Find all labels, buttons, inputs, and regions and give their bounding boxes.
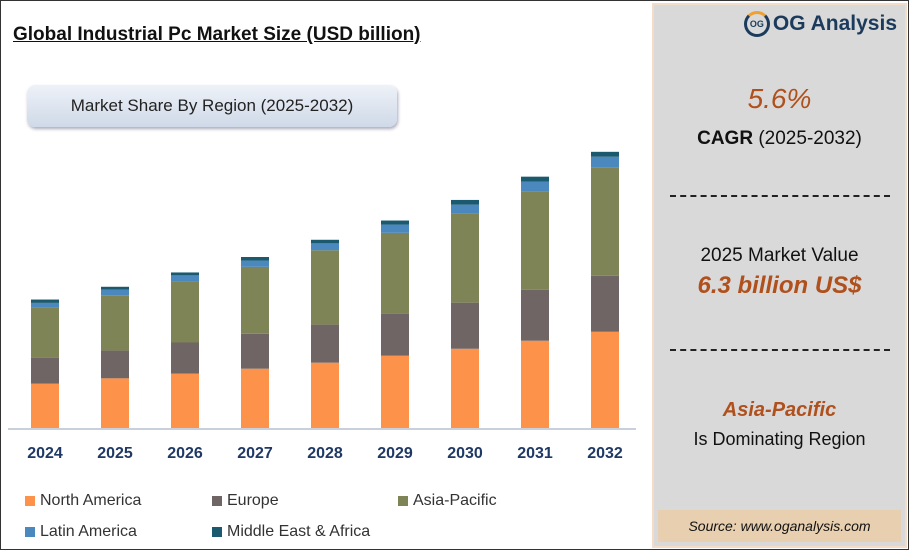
- x-tick-label: 2030: [447, 445, 483, 462]
- dominating-region-label: Is Dominating Region: [693, 429, 866, 449]
- dominating-region: Asia-Pacific: [722, 399, 837, 421]
- legend-swatch: [398, 496, 408, 506]
- chart-title: Global Industrial Pc Market Size (USD bi…: [13, 24, 421, 45]
- bar-segment-europe-2032: [591, 275, 619, 332]
- bar-segment-asia-pacific-2032: [591, 167, 619, 276]
- bar-segment-middle-east-africa-2027: [241, 257, 269, 261]
- legend-item: North America: [25, 492, 141, 510]
- bar-segment-north-america-2031: [521, 340, 549, 428]
- legend-item: Middle East & Africa: [212, 523, 370, 541]
- chart-subtitle: Market Share By Region (2025-2032): [27, 85, 397, 127]
- bar-segment-latin-america-2032: [591, 156, 619, 168]
- x-tick-label: 2025: [97, 445, 133, 462]
- market-value-label: 2025 Market Value: [700, 245, 859, 266]
- bar-segment-north-america-2025: [101, 378, 129, 428]
- bar-segment-north-america-2026: [171, 373, 199, 428]
- cagr-label: CAGR (2025-2032): [654, 128, 905, 150]
- x-tick-label: 2028: [307, 445, 343, 462]
- cagr-period: (2025-2032): [758, 128, 862, 149]
- bar-segment-latin-america-2024: [31, 302, 59, 308]
- legend-label: Asia-Pacific: [413, 492, 497, 509]
- x-tick-label: 2029: [377, 445, 413, 462]
- legend-label: Europe: [227, 492, 279, 509]
- bar-segment-north-america-2024: [31, 383, 59, 428]
- legend-item: Asia-Pacific: [398, 492, 497, 510]
- legend-item: Europe: [212, 492, 279, 510]
- bar-segment-middle-east-africa-2024: [31, 299, 59, 303]
- bar-segment-latin-america-2028: [311, 243, 339, 251]
- bar-segment-latin-america-2027: [241, 260, 269, 267]
- bar-segment-asia-pacific-2030: [451, 213, 479, 303]
- stacked-bar-chart: 2024 2025 2026 2027 2028 2029 2030 2031 2032: [8, 151, 636, 462]
- bar-segment-middle-east-africa-2031: [521, 176, 549, 182]
- og-analysis-logo: OG OG Analysis: [743, 11, 897, 37]
- bar-segment-europe-2029: [381, 313, 409, 356]
- legend-swatch: [212, 527, 222, 537]
- bar-segment-europe-2031: [521, 289, 549, 341]
- bar-segment-asia-pacific-2029: [381, 232, 409, 314]
- bar-segment-middle-east-africa-2030: [451, 199, 479, 205]
- bar-segment-north-america-2027: [241, 368, 269, 428]
- bar-segment-latin-america-2029: [381, 224, 409, 233]
- bar-segment-asia-pacific-2031: [521, 191, 549, 290]
- cagr-value: 5.6%: [747, 83, 812, 114]
- divider: [670, 195, 890, 197]
- bar-segment-middle-east-africa-2028: [311, 239, 339, 244]
- cagr-text: CAGR: [697, 128, 754, 149]
- legend-swatch: [25, 527, 35, 537]
- legend-swatch: [25, 496, 35, 506]
- bar-segment-latin-america-2026: [171, 275, 199, 282]
- bar-segment-europe-2025: [101, 350, 129, 379]
- bar-segment-middle-east-africa-2026: [171, 272, 199, 276]
- bar-segment-europe-2027: [241, 333, 269, 369]
- x-tick-label: 2032: [587, 445, 623, 462]
- bar-segment-europe-2026: [171, 342, 199, 374]
- legend-swatch: [212, 496, 222, 506]
- bar-segment-middle-east-africa-2032: [591, 151, 619, 157]
- market-value: 6.3 billion US$: [697, 272, 862, 299]
- x-tick-label: 2027: [237, 445, 273, 462]
- bar-segment-north-america-2028: [311, 362, 339, 428]
- x-tick-label: 2024: [27, 445, 63, 462]
- bar-segment-north-america-2030: [451, 348, 479, 428]
- bar-segment-europe-2028: [311, 324, 339, 363]
- legend-label: Middle East & Africa: [227, 523, 371, 540]
- bar-segment-asia-pacific-2028: [311, 250, 339, 325]
- bar-segment-middle-east-africa-2029: [381, 220, 409, 225]
- bar-segment-latin-america-2030: [451, 204, 479, 214]
- bar-segment-north-america-2032: [591, 331, 619, 428]
- x-tick-label: 2031: [517, 445, 553, 462]
- legend-item: Latin America: [25, 523, 137, 541]
- logo-mark-icon: OG: [743, 11, 770, 37]
- bar-segment-europe-2030: [451, 302, 479, 349]
- summary-panel: OG OG Analysis 5.6% CAGR (2025-2032) 2025…: [652, 3, 907, 548]
- bar-segment-asia-pacific-2024: [31, 307, 59, 358]
- bar-segment-middle-east-africa-2025: [101, 286, 129, 290]
- bar-segment-asia-pacific-2026: [171, 281, 199, 343]
- divider: [670, 349, 890, 351]
- legend-label: Latin America: [40, 523, 137, 540]
- bar-segment-europe-2024: [31, 357, 59, 384]
- bar-segment-asia-pacific-2025: [101, 295, 129, 351]
- x-tick-label: 2026: [167, 445, 203, 462]
- legend-label: North America: [40, 492, 142, 509]
- logo-text: OG Analysis: [772, 12, 897, 35]
- source-link[interactable]: Source: www.oganalysis.com: [658, 510, 901, 542]
- bar-segment-asia-pacific-2027: [241, 266, 269, 334]
- bar-segment-north-america-2029: [381, 355, 409, 428]
- bar-segment-latin-america-2031: [521, 181, 549, 192]
- bar-segment-latin-america-2025: [101, 289, 129, 296]
